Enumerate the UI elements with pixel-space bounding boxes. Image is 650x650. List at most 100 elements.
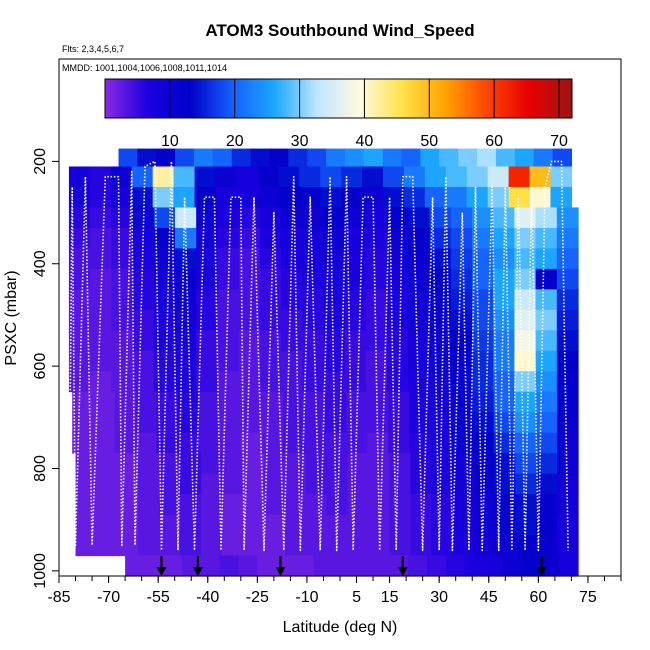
field-cell xyxy=(132,227,155,249)
field-cell xyxy=(132,268,155,290)
field-cell xyxy=(135,391,158,413)
field-cell xyxy=(302,350,325,372)
field-cell xyxy=(450,289,473,311)
field-cell xyxy=(535,350,558,372)
field-cell xyxy=(173,166,196,188)
field-cell xyxy=(201,535,223,557)
field-cell xyxy=(493,268,515,290)
field-cell xyxy=(344,227,367,249)
colorbar-tick-label: 60 xyxy=(485,133,503,150)
field-cell xyxy=(217,371,240,393)
field-cell xyxy=(93,412,115,434)
field-cell xyxy=(240,432,263,454)
field-cell xyxy=(323,330,346,352)
field-cell xyxy=(238,371,261,393)
field-cell xyxy=(389,555,409,577)
x-tick-label: 15 xyxy=(381,589,399,606)
field-cell xyxy=(217,350,240,372)
field-cell xyxy=(90,371,112,393)
field-cell xyxy=(452,453,474,475)
field-cell xyxy=(243,494,265,516)
field-cell xyxy=(111,268,134,290)
field-cell xyxy=(387,268,409,290)
field-cell xyxy=(508,186,531,209)
dates-note: MMDD: 1001,1004,1006,1008,1011,1014 xyxy=(62,63,227,73)
field-cell xyxy=(177,412,200,434)
x-tick-label: 5 xyxy=(352,589,361,606)
field-cell xyxy=(152,166,175,188)
field-cell xyxy=(382,148,403,168)
field-cell xyxy=(387,227,409,249)
field-cell xyxy=(180,514,202,536)
field-cell xyxy=(259,268,282,290)
field-cell xyxy=(487,186,510,209)
field-cell xyxy=(365,371,388,393)
field-cell xyxy=(493,309,515,331)
field-cell xyxy=(194,166,217,188)
field-cell xyxy=(173,186,196,209)
field-cell xyxy=(535,268,558,290)
field-cell xyxy=(451,412,474,434)
field-cell xyxy=(535,371,558,393)
field-cell xyxy=(387,289,409,311)
x-tick-label: -70 xyxy=(97,589,120,606)
field-cell xyxy=(515,473,537,495)
field-cell xyxy=(138,453,160,475)
field-cell xyxy=(96,473,119,495)
field-cell xyxy=(493,432,516,454)
field-cell xyxy=(550,186,573,209)
field-cell xyxy=(215,186,238,209)
field-cell xyxy=(535,289,558,311)
field-cell xyxy=(450,371,473,393)
field-cell xyxy=(156,432,179,454)
field-cell xyxy=(325,412,347,434)
field-cell xyxy=(483,555,504,577)
field-cell xyxy=(217,207,240,229)
field-cell xyxy=(259,207,282,229)
field-cell xyxy=(387,330,409,352)
field-cell xyxy=(174,350,197,372)
field-cell xyxy=(429,248,452,270)
field-cell xyxy=(389,535,412,557)
field-cell xyxy=(299,166,321,188)
field-cell xyxy=(452,514,474,536)
field-cell xyxy=(138,514,160,536)
field-cell xyxy=(174,330,197,352)
field-cell xyxy=(217,248,240,270)
field-cell xyxy=(263,535,286,557)
field-cell xyxy=(514,309,537,331)
colorbar-tick-label: 30 xyxy=(291,133,309,150)
field-cell xyxy=(72,432,94,454)
field-cell xyxy=(326,535,349,557)
field-cell xyxy=(365,207,388,229)
field-cell xyxy=(68,350,91,372)
field-cell xyxy=(550,166,573,188)
field-cell xyxy=(174,268,197,290)
field-cell xyxy=(325,391,347,413)
field-cell xyxy=(259,371,282,393)
field-cell xyxy=(259,309,282,331)
field-cell xyxy=(153,248,176,270)
field-cell xyxy=(323,268,346,290)
field-cell xyxy=(259,330,282,352)
field-cell xyxy=(284,514,307,536)
profile-arrow xyxy=(192,556,203,576)
field-cell xyxy=(96,535,119,557)
field-cell xyxy=(409,412,432,434)
field-cell xyxy=(259,248,282,270)
field-cell xyxy=(514,330,537,352)
field-cell xyxy=(452,494,474,516)
field-cell xyxy=(284,453,307,475)
field-cell xyxy=(217,309,240,331)
field-cell xyxy=(514,432,537,454)
y-tick-label: 600 xyxy=(32,353,49,380)
field-cell xyxy=(196,309,218,331)
field-cell xyxy=(535,227,558,249)
field-cell xyxy=(138,494,160,516)
field-cell xyxy=(408,330,431,352)
field-cell xyxy=(431,514,453,536)
field-cell xyxy=(347,494,370,516)
field-cell xyxy=(131,186,154,209)
field-cell xyxy=(111,350,134,372)
field-cell xyxy=(344,148,365,168)
